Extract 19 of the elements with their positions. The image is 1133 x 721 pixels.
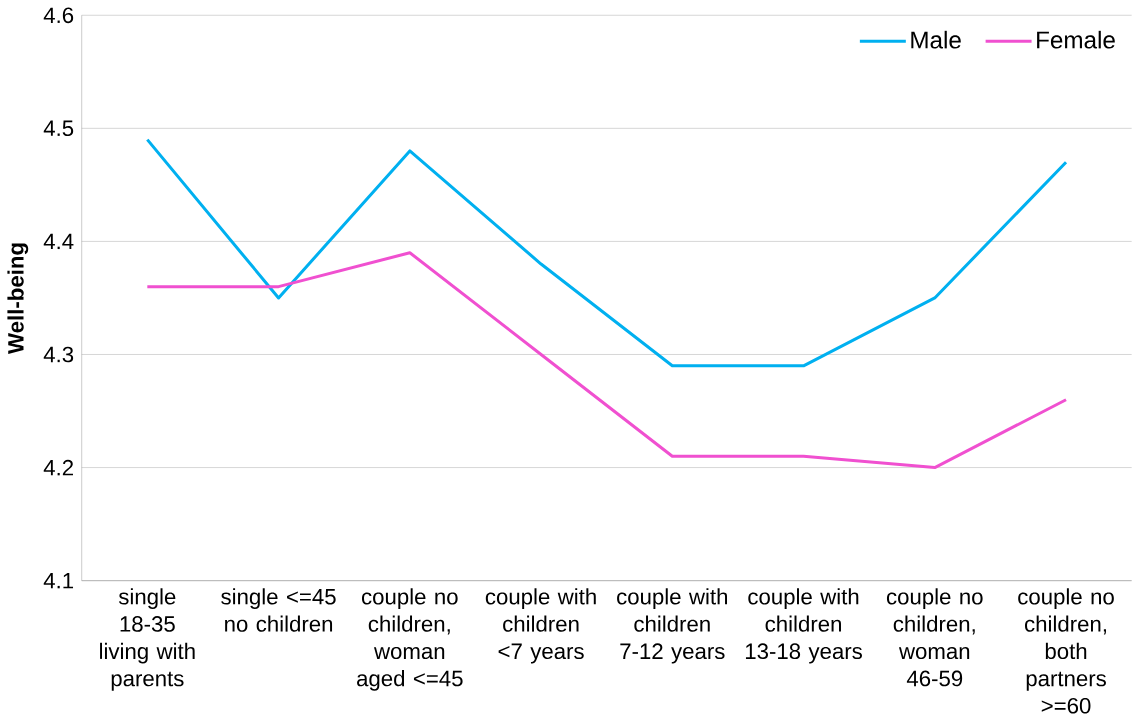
y-tick-label: 4.2 (43, 459, 73, 476)
y-tick-label: 4.6 (43, 7, 74, 24)
x-tick-label: single <=45 no children (221, 588, 336, 632)
y-tick-label: 4.3 (43, 346, 74, 363)
line-series (145, 138, 1068, 368)
legend-label: Female (1037, 30, 1115, 49)
y-tick-label: 4.1 (43, 573, 74, 589)
legend-label: Male (911, 30, 961, 49)
y-axis-title: Well-being (7, 243, 29, 354)
x-tick-label: couple with children 7-12 years (617, 588, 728, 664)
x-tick-label: single 18-35 living with parents (100, 588, 195, 691)
line-series (145, 251, 1068, 470)
x-tick-label: couple no children, both partners >=60 (1018, 588, 1114, 714)
x-tick-label: couple with children 13-18 years (745, 588, 862, 664)
y-tick-label: 4.4 (43, 233, 74, 250)
x-tick-label: couple with children <7 years (485, 588, 596, 664)
y-tick-label: 4.5 (43, 120, 74, 137)
x-tick-label: couple no children, woman 46-59 (886, 588, 983, 687)
x-tick-label: couple no children, woman aged <=45 (357, 588, 463, 691)
